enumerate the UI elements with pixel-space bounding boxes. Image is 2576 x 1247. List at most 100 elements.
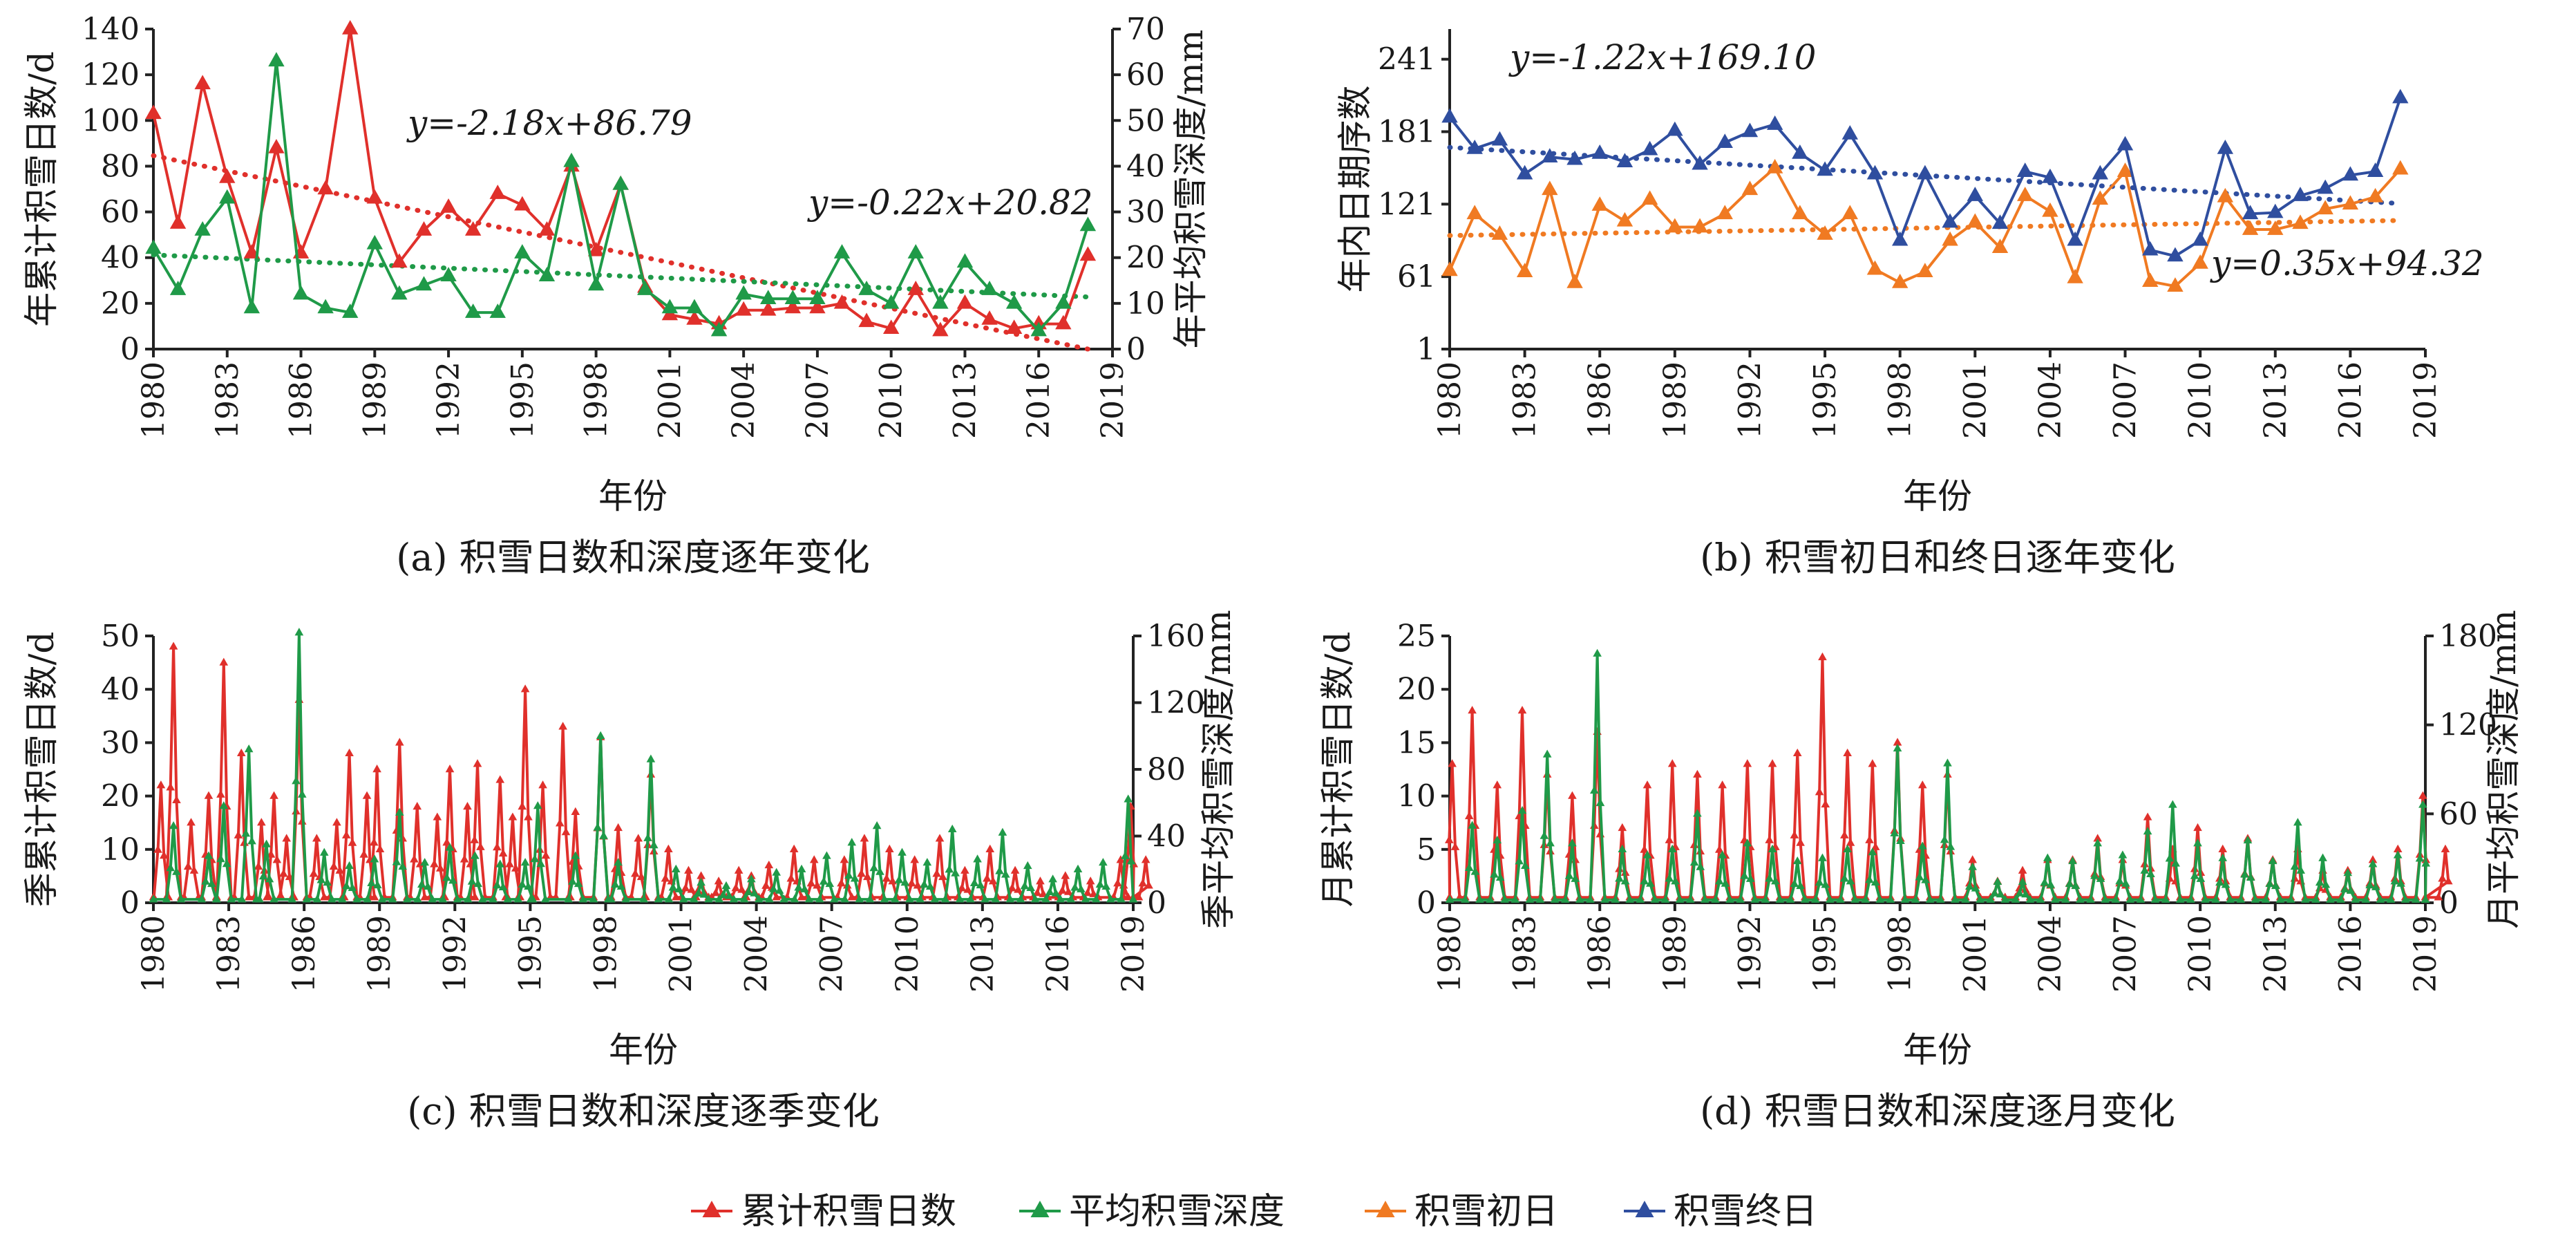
data-point [563, 152, 580, 167]
data-point [362, 791, 372, 799]
data-point [2186, 894, 2195, 903]
data-point [1445, 894, 1455, 903]
data-point [520, 858, 530, 866]
data-point [410, 854, 419, 863]
data-point [258, 872, 268, 880]
y-tick-label: 30 [101, 725, 140, 760]
x-tick-label: 1989 [357, 362, 392, 439]
data-point [1786, 894, 1795, 903]
data-point [1893, 738, 1902, 746]
data-point [1826, 894, 1835, 903]
data-point [649, 841, 659, 849]
data-point [530, 854, 540, 863]
y2-tick-label: 0 [2439, 885, 2459, 921]
data-point [711, 888, 721, 897]
data-point [2392, 160, 2409, 175]
data-point [956, 294, 974, 309]
legend-item: 累计积雪日数 [691, 1191, 956, 1232]
data-point [1575, 894, 1584, 903]
data-point [269, 791, 278, 799]
data-point [1466, 205, 1483, 220]
data-point [847, 892, 857, 901]
y-tick-label: 80 [101, 149, 140, 184]
data-point [2271, 881, 2280, 890]
y-tick-label: 0 [120, 885, 140, 921]
data-point [440, 267, 457, 281]
data-point [1871, 842, 1880, 850]
data-point [1866, 260, 1884, 275]
data-point [637, 281, 654, 295]
data-point [493, 881, 502, 889]
data-point [212, 894, 221, 903]
data-point [607, 894, 616, 903]
data-point [1846, 838, 1855, 846]
data-point [438, 894, 448, 903]
data-point [614, 858, 623, 866]
data-point [2217, 187, 2234, 203]
data-point [988, 876, 998, 885]
data-point [1968, 855, 1977, 863]
data-point [453, 894, 462, 903]
data-point [464, 221, 482, 236]
data-point [1740, 871, 1749, 879]
data-point [1967, 187, 1984, 201]
data-point [1790, 830, 1799, 838]
data-point [1005, 894, 1015, 903]
data-point [514, 244, 531, 259]
data-point [1041, 894, 1050, 903]
data-point [1048, 874, 1057, 883]
data-point [2392, 88, 2409, 104]
x-tick-label: 1998 [579, 362, 614, 439]
data-point [366, 189, 383, 204]
data-point [2167, 277, 2184, 292]
data-point [840, 855, 849, 863]
data-point [1616, 153, 1633, 167]
x-tick-label: 2007 [800, 362, 835, 439]
data-point [1007, 883, 1017, 892]
data-point [991, 894, 1001, 903]
data-point [1464, 863, 1474, 872]
data-point [428, 894, 437, 903]
y-tick-label: 15 [1397, 725, 1436, 760]
data-point [2036, 894, 2045, 903]
x-tick-label: 1986 [1582, 362, 1618, 439]
data-point [2140, 865, 2150, 874]
data-point [704, 894, 713, 903]
y-tick-label: 121 [1378, 187, 1436, 222]
data-point [176, 894, 186, 903]
x-axis-title: 年份 [598, 476, 667, 516]
data-point [395, 807, 404, 816]
data-point [1121, 851, 1130, 859]
data-point [571, 807, 580, 815]
data-point [998, 827, 1007, 836]
data-point [1020, 881, 1030, 890]
data-point [857, 869, 866, 877]
data-point [402, 894, 412, 903]
data-point [1790, 879, 1799, 888]
data-point [932, 321, 949, 337]
data-point [2065, 879, 2074, 888]
panel-caption: (c) 积雪日数和深度逐季变化 [407, 1089, 880, 1133]
data-point [2376, 894, 2385, 903]
data-point [833, 294, 851, 309]
data-point [1448, 759, 1457, 767]
data-point [2300, 894, 2310, 903]
data-point [1005, 319, 1023, 335]
data-point [1468, 706, 1477, 714]
data-point [312, 834, 321, 842]
data-point [2236, 894, 2246, 903]
data-point [960, 865, 969, 874]
data-point [1766, 158, 1783, 174]
data-point [1542, 148, 1558, 162]
data-point [1061, 871, 1070, 879]
data-point [2267, 221, 2284, 235]
data-point [697, 878, 705, 886]
data-point [809, 855, 819, 863]
data-point [2015, 888, 2025, 897]
data-point [1917, 263, 1933, 277]
data-point [815, 894, 824, 903]
data-point [1005, 294, 1023, 309]
data-point [1792, 856, 1802, 865]
data-point [1976, 894, 1985, 903]
data-point [327, 894, 337, 903]
